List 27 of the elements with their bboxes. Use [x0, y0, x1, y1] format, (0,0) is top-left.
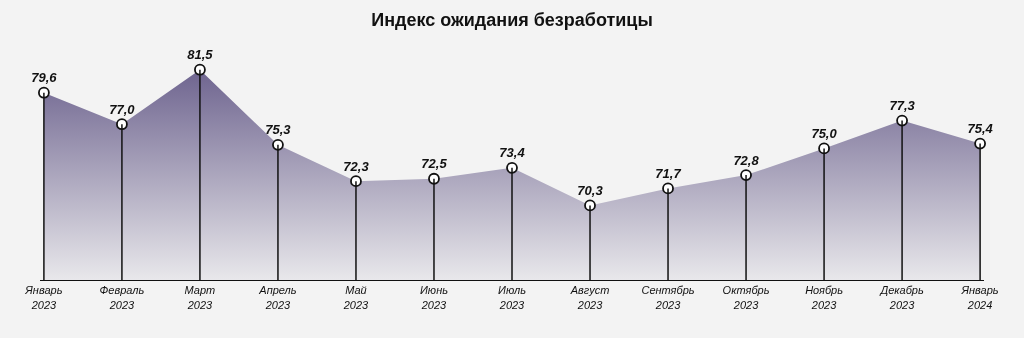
- data-label: 75,3: [265, 122, 292, 138]
- data-label: 72,3: [343, 158, 370, 174]
- data-label: 81,5: [187, 47, 214, 63]
- x-tick-label: Ноябрь 2023: [805, 284, 844, 311]
- data-label: 75,4: [967, 121, 994, 137]
- data-label: 77,0: [109, 101, 136, 117]
- data-label: 75,0: [811, 125, 838, 141]
- x-tick-label: Апрель 2023: [258, 284, 297, 311]
- x-tick-label: Сентябрь 2023: [641, 284, 695, 311]
- data-label: 71,7: [655, 165, 682, 181]
- x-tick-label: Июль 2023: [498, 284, 527, 311]
- x-tick-label: Февраль 2023: [99, 284, 145, 311]
- chart-title: Индекс ожидания безработицы: [371, 10, 653, 31]
- x-tick-label: Март 2023: [184, 284, 216, 311]
- data-label: 73,4: [499, 145, 526, 161]
- data-label: 77,3: [889, 98, 916, 114]
- x-tick-label: Декабрь 2023: [878, 284, 924, 311]
- x-tick-label: Июнь 2023: [419, 284, 449, 311]
- x-tick-label: Январь 2024: [960, 284, 999, 311]
- data-label: 72,8: [733, 152, 760, 168]
- x-tick-label: Октябрь 2023: [722, 284, 770, 311]
- x-tick-label: Январь 2023: [24, 284, 63, 311]
- data-label: 70,3: [577, 182, 604, 198]
- data-label: 79,6: [31, 70, 58, 86]
- data-label: 72,5: [421, 156, 448, 172]
- x-tick-label: Август 2023: [569, 284, 610, 311]
- x-tick-label: Май 2023: [342, 284, 370, 311]
